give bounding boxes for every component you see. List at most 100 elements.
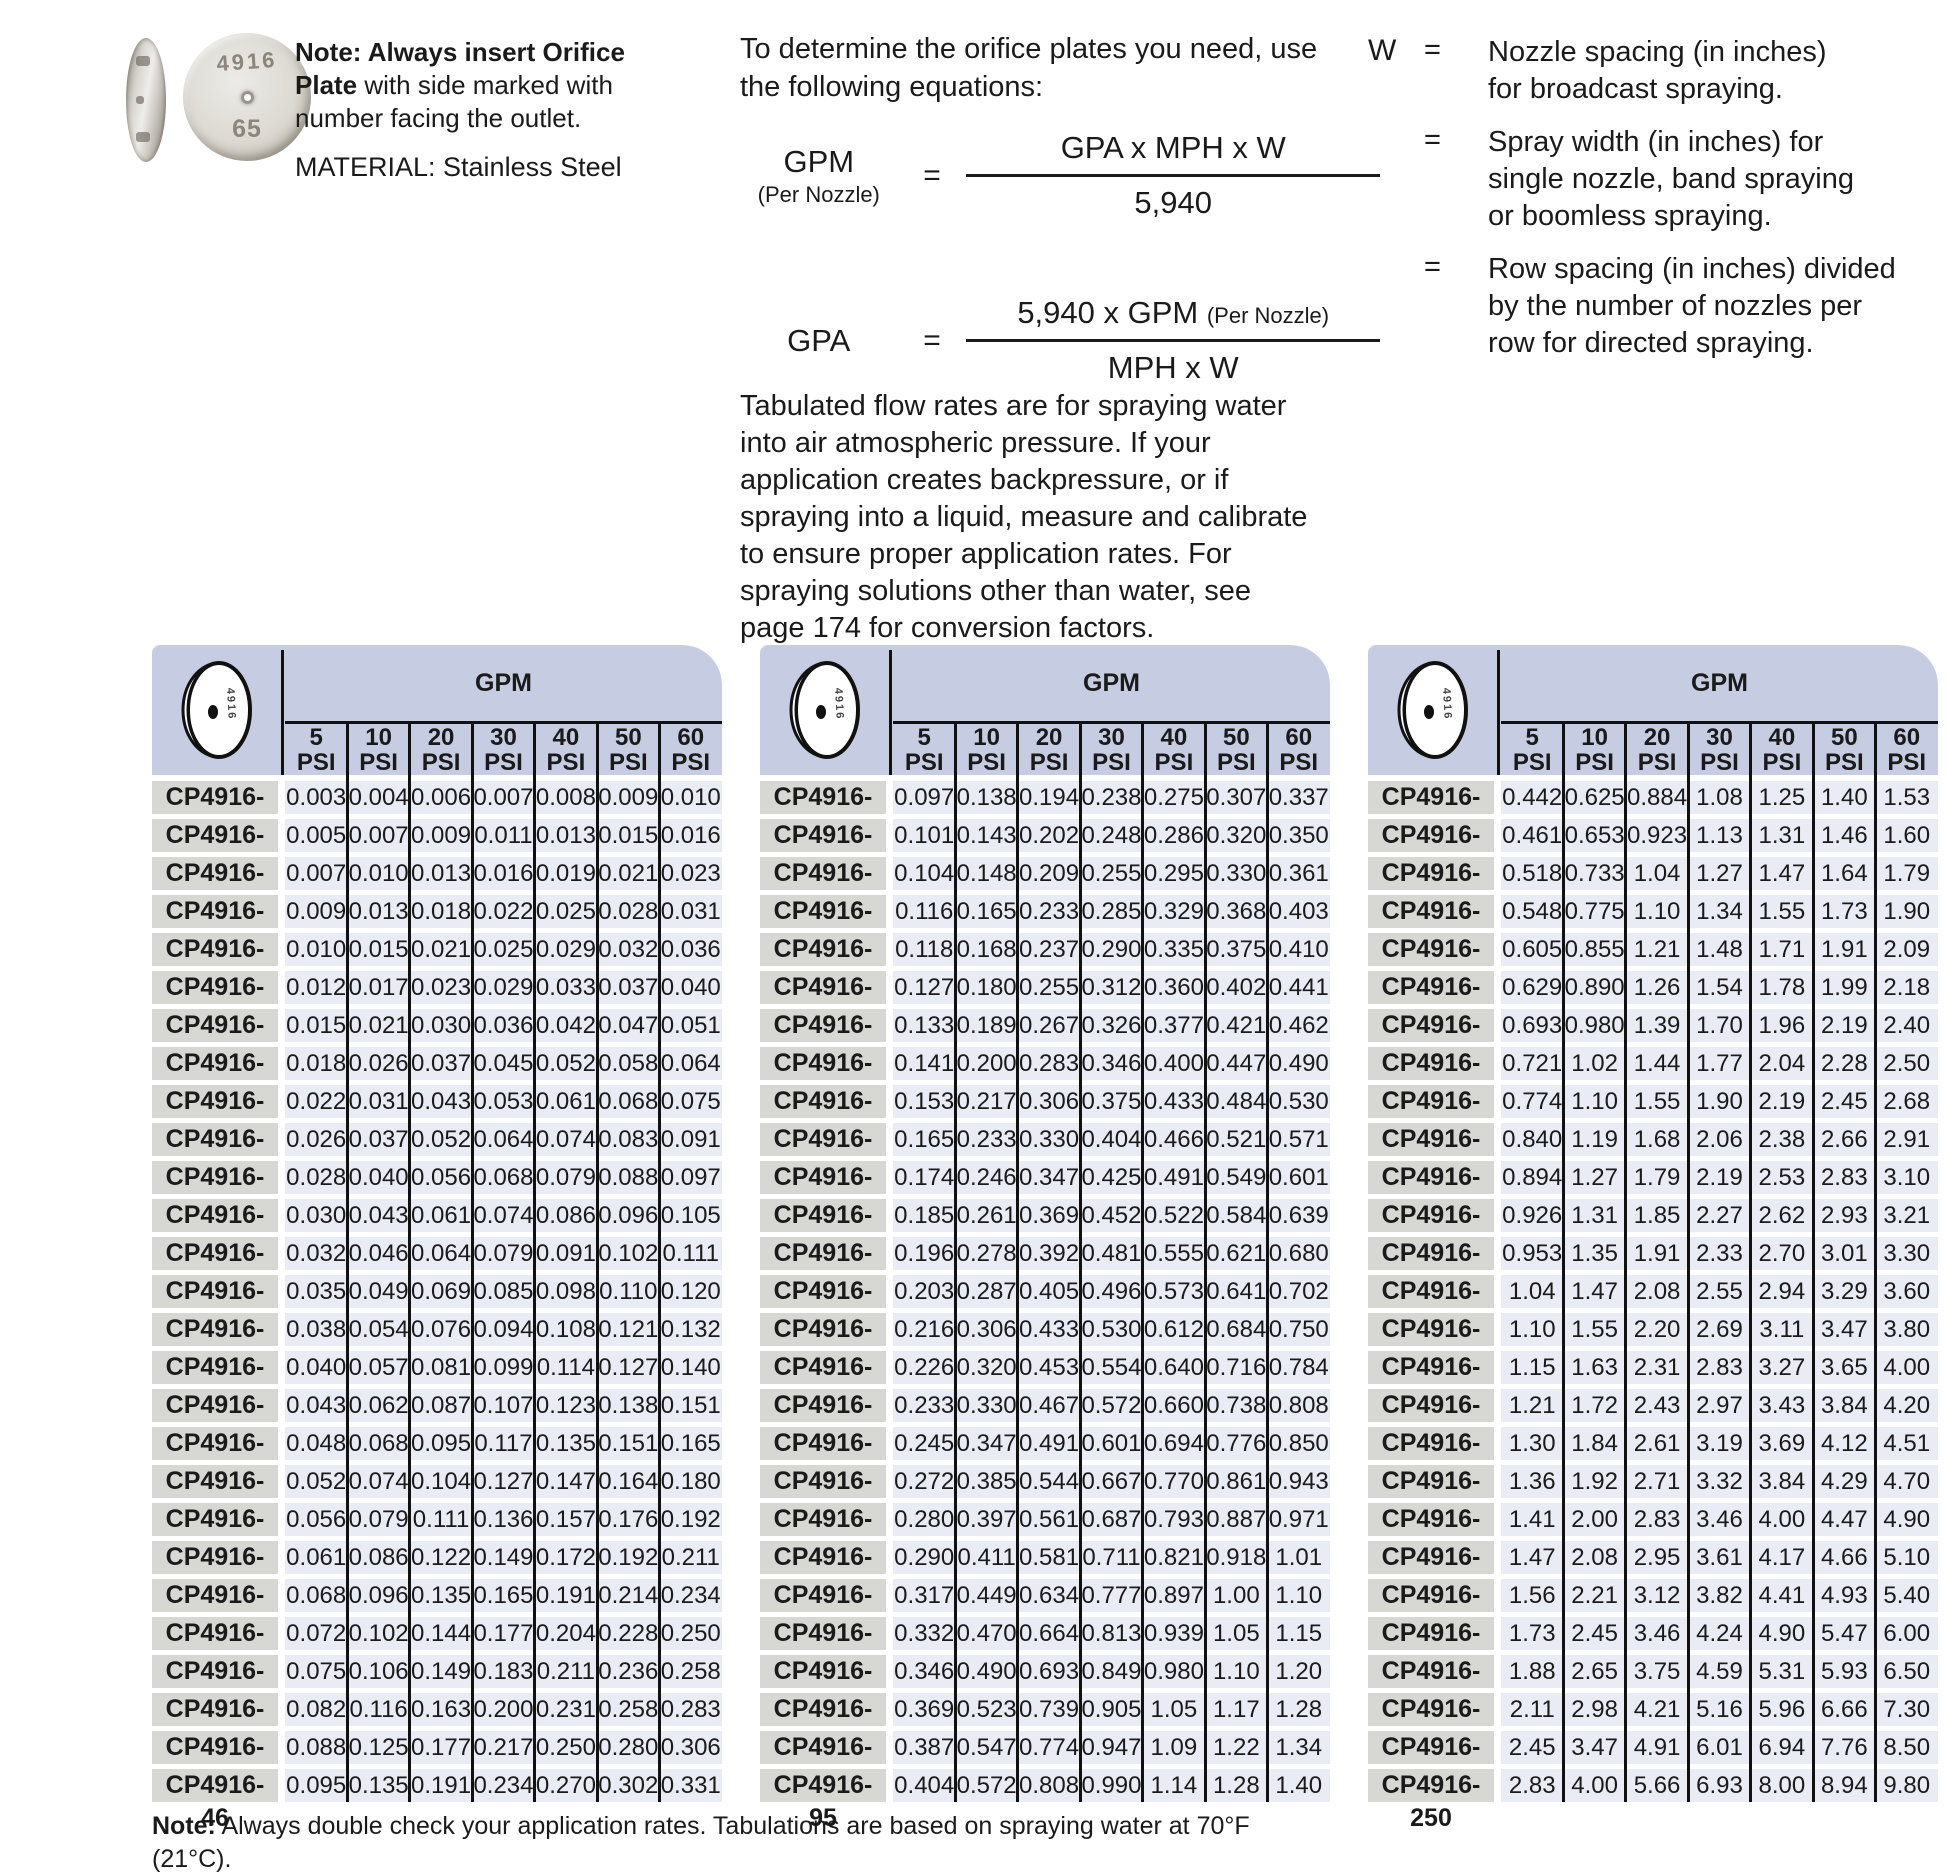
- fraction-bar: [966, 339, 1380, 342]
- gpm-value-cell: 8.94: [1813, 1769, 1876, 1802]
- row-values: 0.030 0.043 0.061 0.074 0.086 0.096 0.105: [285, 1199, 722, 1232]
- gpm-value-cell: 0.015: [597, 819, 660, 852]
- gpm-value-cell: 0.850: [1267, 1427, 1330, 1460]
- gpm-value-cell: 0.462: [1267, 1009, 1330, 1042]
- part-number-cell: CP4916-68: [760, 1275, 886, 1338]
- gpm-value-cell: 0.064: [659, 1047, 722, 1080]
- table-row: CP4916-320.0480.0680.0950.1170.1350.1510…: [152, 1427, 722, 1490]
- gpm-value-cell: 0.467: [1017, 1389, 1081, 1422]
- gpm-value-cell: 7.76: [1813, 1731, 1876, 1764]
- gpm-value-cell: 0.148: [955, 857, 1018, 890]
- gpm-value-cell: 0.028: [597, 895, 660, 928]
- gpm-value-cell: 3.84: [1813, 1389, 1876, 1422]
- gpm-value-cell: 0.043: [347, 1199, 410, 1232]
- gpm-value-cell: 0.164: [597, 1465, 660, 1498]
- table-row: CP4916-480.1010.1430.2020.2480.2860.3200…: [760, 819, 1330, 882]
- gpm-value-cell: 2.93: [1813, 1199, 1876, 1232]
- orifice-plate-side-photo: [126, 38, 166, 162]
- gpm-value-cell: 0.183: [472, 1655, 535, 1688]
- gpm-value-cell: 0.347: [1017, 1161, 1081, 1194]
- gpa-numerator-main: 5,940 x GPM: [1017, 295, 1199, 330]
- row-values: 0.018 0.026 0.037 0.045 0.052 0.058 0.064: [285, 1047, 722, 1080]
- gpm-value-cell: 0.079: [347, 1503, 410, 1536]
- psi-column-header: 20 PSI: [1626, 724, 1688, 775]
- gpm-value-cell: 1.77: [1688, 1047, 1751, 1080]
- gpm-value-cell: 0.209: [1017, 857, 1081, 890]
- gpm-value-cell: 0.813: [1080, 1617, 1143, 1650]
- gpm-value-cell: 1.28: [1267, 1693, 1330, 1726]
- row-values: 1.56 2.21 3.12 3.82 4.41 4.93 5.40: [1501, 1579, 1938, 1612]
- gpm-value-cell: 0.561: [1017, 1503, 1081, 1536]
- table-row: CP4916-930.3870.5470.7740.9471.091.221.3…: [760, 1731, 1330, 1794]
- gpm-value-cell: 0.062: [347, 1389, 410, 1422]
- gpm-value-cell: 0.441: [1267, 971, 1330, 1004]
- psi-unit: PSI: [421, 748, 461, 776]
- part-number-cell: CP4916-132: [1368, 1085, 1494, 1148]
- gpm-value-cell: 1.39: [1625, 1009, 1689, 1042]
- gpm-value-cell: 0.029: [472, 971, 535, 1004]
- gpm-value-cell: 0.165: [893, 1123, 956, 1156]
- part-number-cell: CP4916-31: [152, 1389, 278, 1452]
- gpm-value-cell: 0.015: [347, 933, 410, 966]
- gpm-value-cell: 2.68: [1875, 1085, 1938, 1118]
- gpm-value-cell: 0.400: [1142, 1047, 1206, 1080]
- gpm-value-cell: 0.233: [955, 1123, 1018, 1156]
- gpm-value-cell: 0.038: [285, 1313, 348, 1346]
- gpm-value-cell: 0.403: [1267, 895, 1330, 928]
- gpm-value-cell: 0.664: [1017, 1617, 1081, 1650]
- gpm-value-cell: 1.85: [1625, 1199, 1689, 1232]
- row-values: 0.233 0.330 0.467 0.572 0.660 0.738 0.808: [893, 1389, 1330, 1422]
- table-row: CP4916-680.2030.2870.4050.4960.5730.6410…: [760, 1275, 1330, 1338]
- gpm-value-cell: 0.064: [409, 1237, 473, 1270]
- part-number-cell: CP4916-93: [760, 1731, 886, 1794]
- column-divider: [345, 724, 349, 1802]
- w-definition-text: Spray width (in inches) for single nozzl…: [1488, 126, 1854, 232]
- gpm-value-cell: 3.60: [1875, 1275, 1938, 1308]
- gpm-value-cell: 1.34: [1267, 1731, 1330, 1764]
- row-values: 0.272 0.385 0.544 0.667 0.770 0.861 0.943: [893, 1465, 1330, 1498]
- gpm-value-cell: 0.330: [955, 1389, 1018, 1422]
- gpm-value-cell: 0.031: [347, 1085, 410, 1118]
- gpm-value-cell: 4.00: [1563, 1769, 1626, 1802]
- table-row: CP4916-1701.301.842.613.193.694.124.51: [1368, 1427, 1938, 1490]
- column-divider: [1624, 724, 1628, 1802]
- gpm-value-cell: 3.47: [1813, 1313, 1876, 1346]
- row-values: 0.774 1.10 1.55 1.90 2.19 2.45 2.68: [1501, 1085, 1938, 1118]
- table-row: CP4916-46 0.095 0.135 0.191 0.234 0.270 0.302 0…: [152, 1769, 722, 1832]
- flow-table: 4916 GPM 5 PSI 10 PSI 20 PSI 30 PSI 40 PSI 50 PSI 60 PS…: [152, 645, 722, 1832]
- gpa-equation-lhs: GPA: [740, 323, 898, 359]
- gpm-value-cell: 0.076: [409, 1313, 473, 1346]
- gpm-value-cell: 0.095: [285, 1769, 348, 1802]
- gpm-value-cell: 0.097: [659, 1161, 722, 1194]
- gpm-value-cell: 0.135: [409, 1579, 473, 1612]
- gpm-value-cell: 0.347: [955, 1427, 1018, 1460]
- gpm-value-cell: 0.808: [1267, 1389, 1330, 1422]
- gpm-value-cell: 3.19: [1688, 1427, 1751, 1460]
- gpm-value-cell: 0.258: [597, 1693, 660, 1726]
- gpm-equation-lhs: GPM (Per Nozzle): [740, 144, 898, 208]
- column-divider: [1016, 724, 1020, 1802]
- gpm-value-cell: 4.00: [1875, 1351, 1938, 1384]
- part-number-cell: CP4916-46: [152, 1769, 278, 1832]
- gpm-value-cell: 0.621: [1205, 1237, 1268, 1270]
- row-values: 1.47 2.08 2.95 3.61 4.17 4.66 5.10: [1501, 1541, 1938, 1574]
- table-row: CP4916-2051.882.653.754.595.315.936.50: [1368, 1655, 1938, 1718]
- gpm-value-cell: 0.068: [347, 1427, 410, 1460]
- gpm-value-cell: 0.018: [285, 1047, 348, 1080]
- gpm-value-cell: 2.45: [1501, 1731, 1564, 1764]
- part-number-cell: CP4916-91: [760, 1693, 886, 1756]
- gpm-value-cell: 0.861: [1205, 1465, 1268, 1498]
- per-nozzle-label: (Per Nozzle): [1206, 303, 1330, 328]
- part-number-cell: CP4916-008: [152, 781, 278, 844]
- gpm-value-cell: 1.04: [1625, 857, 1689, 890]
- gpm-value-cell: 0.350: [1267, 819, 1330, 852]
- gpm-value-cell: 2.19: [1750, 1085, 1814, 1118]
- gpm-value-cell: 0.320: [955, 1351, 1018, 1384]
- psi-column-header: 60 PSI: [1268, 724, 1330, 775]
- gpm-value-cell: 0.453: [1017, 1351, 1081, 1384]
- gpm-value-cell: 1.27: [1563, 1161, 1626, 1194]
- gpm-value-cell: 0.191: [534, 1579, 598, 1612]
- gpm-value-cell: 2.53: [1750, 1161, 1814, 1194]
